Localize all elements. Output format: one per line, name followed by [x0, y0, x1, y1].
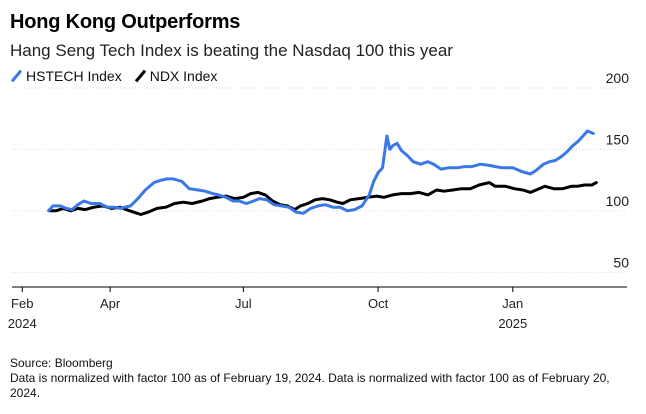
x-tick-label-apr: Apr: [100, 296, 121, 311]
x-tick-label-oct: Oct: [368, 296, 389, 311]
y-tick-label-100: 100: [606, 193, 630, 209]
x-tick-sublabel-2024: 2024: [8, 316, 37, 331]
y-tick-label-200: 200: [606, 70, 630, 86]
legend-label-ndx: NDX Index: [149, 68, 218, 84]
data-note: Data is normalized with factor 100 as of…: [10, 371, 610, 400]
chart-subtitle: Hang Seng Tech Index is beating the Nasd…: [10, 41, 453, 60]
x-tick-label-feb: Feb: [11, 296, 33, 311]
legend-label-hstech: HSTECH Index: [26, 68, 122, 84]
source-note: Source: Bloomberg: [10, 356, 113, 370]
x-tick-sublabel-2025: 2025: [498, 316, 527, 331]
legend: HSTECH Index NDX Index: [10, 68, 217, 84]
y-tick-label-150: 150: [606, 131, 630, 147]
series-line-hstech-index: [47, 129, 595, 215]
y-tick-label-50: 50: [613, 254, 629, 270]
series-line-ndx-index: [48, 181, 598, 216]
legend-item-ndx: NDX Index: [134, 68, 218, 84]
x-tick-label-jul: Jul: [235, 296, 252, 311]
legend-item-hstech: HSTECH Index: [10, 68, 122, 84]
chart-title: Hong Kong Outperforms: [10, 11, 241, 33]
x-tick-label-jan: Jan: [502, 296, 523, 311]
